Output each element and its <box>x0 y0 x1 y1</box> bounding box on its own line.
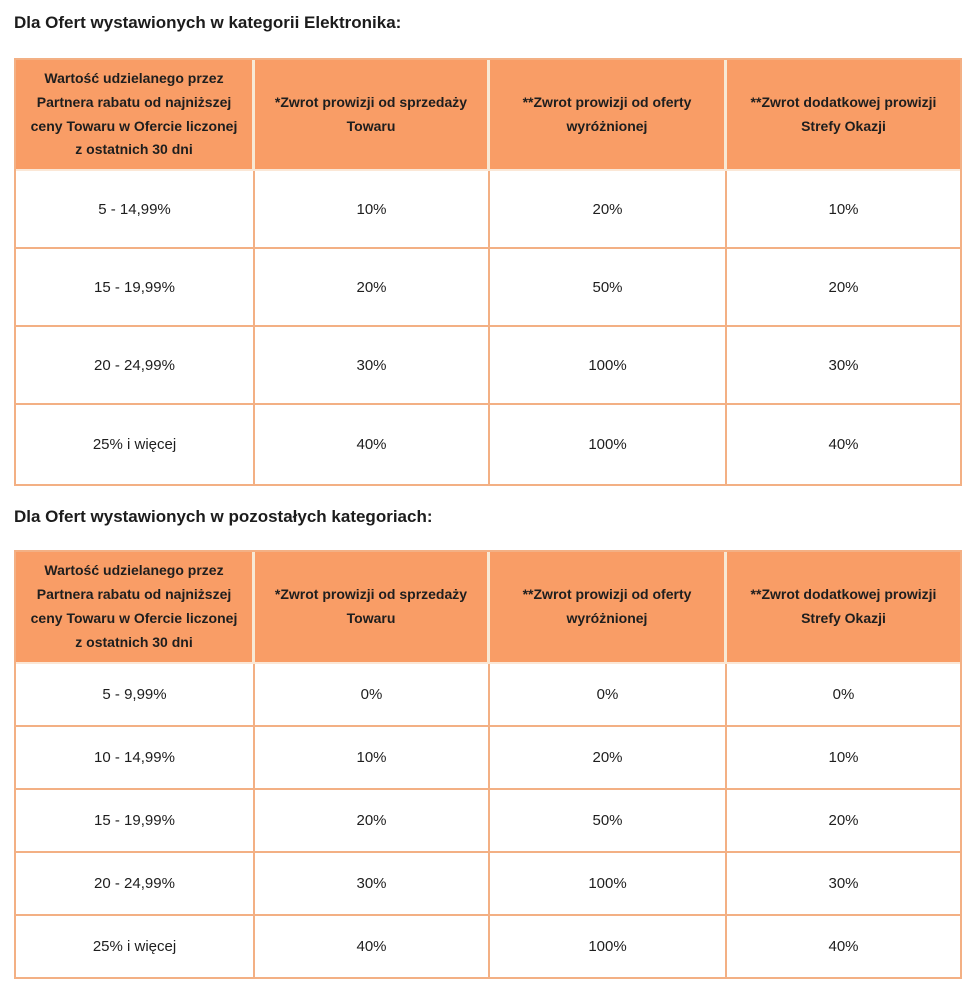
table-cell-rabat: 20 - 24,99% <box>16 327 255 405</box>
table-cell-zwrot-wyroznienie: 50% <box>490 790 727 853</box>
table-cell-zwrot-sprzedazy: 10% <box>255 171 490 249</box>
table-cell-zwrot-wyroznienie: 100% <box>490 853 727 916</box>
table-cell-rabat: 20 - 24,99% <box>16 853 255 916</box>
table-cell-zwrot-sprzedazy: 40% <box>255 916 490 977</box>
section-elektronika: Dla Ofert wystawionych w kategorii Elekt… <box>14 12 962 486</box>
table-cell-zwrot-strefa: 10% <box>727 727 960 790</box>
table-cell-rabat: 10 - 14,99% <box>16 727 255 790</box>
table-cell-zwrot-strefa: 30% <box>727 853 960 916</box>
table-cell-zwrot-wyroznienie: 100% <box>490 405 727 484</box>
table-cell-rabat: 15 - 19,99% <box>16 790 255 853</box>
commission-table-pozostale: Wartość udzielanego przez Partnera rabat… <box>14 550 962 979</box>
section-heading-pozostale: Dla Ofert wystawionych w pozostałych kat… <box>14 507 433 526</box>
column-header-zwrot-strefa-okazji: **Zwrot dodatkowej prowizji Strefy Okazj… <box>727 60 960 171</box>
table-cell-zwrot-sprzedazy: 10% <box>255 727 490 790</box>
table-cell-zwrot-sprzedazy: 20% <box>255 249 490 327</box>
table-cell-rabat: 15 - 19,99% <box>16 249 255 327</box>
table-cell-zwrot-strefa: 40% <box>727 916 960 977</box>
table-cell-zwrot-wyroznienie: 100% <box>490 327 727 405</box>
column-header-rabat: Wartość udzielanego przez Partnera rabat… <box>16 552 255 664</box>
table-cell-zwrot-wyroznienie: 50% <box>490 249 727 327</box>
column-header-zwrot-wyroznienie: **Zwrot prowizji od oferty wyróżnionej <box>490 552 727 664</box>
column-header-rabat: Wartość udzielanego przez Partnera rabat… <box>16 60 255 171</box>
table-cell-zwrot-strefa: 20% <box>727 249 960 327</box>
table-cell-zwrot-wyroznienie: 0% <box>490 664 727 727</box>
column-header-zwrot-wyroznienie: **Zwrot prowizji od oferty wyróżnionej <box>490 60 727 171</box>
table-cell-zwrot-strefa: 40% <box>727 405 960 484</box>
table-cell-zwrot-sprzedazy: 30% <box>255 327 490 405</box>
commission-table-elektronika: Wartość udzielanego przez Partnera rabat… <box>14 58 962 486</box>
section-pozostale-kategorie: Dla Ofert wystawionych w pozostałych kat… <box>14 506 962 979</box>
commission-rates-page: Dla Ofert wystawionych w kategorii Elekt… <box>14 12 962 979</box>
table-cell-rabat: 25% i więcej <box>16 405 255 484</box>
table-cell-rabat: 5 - 9,99% <box>16 664 255 727</box>
table-cell-zwrot-strefa: 30% <box>727 327 960 405</box>
table-cell-zwrot-strefa: 10% <box>727 171 960 249</box>
table-cell-rabat: 25% i więcej <box>16 916 255 977</box>
table-cell-zwrot-wyroznienie: 100% <box>490 916 727 977</box>
table-cell-zwrot-sprzedazy: 40% <box>255 405 490 484</box>
table-cell-zwrot-strefa: 0% <box>727 664 960 727</box>
section-heading-elektronika: Dla Ofert wystawionych w kategorii Elekt… <box>14 13 402 32</box>
table-cell-zwrot-sprzedazy: 20% <box>255 790 490 853</box>
table-cell-zwrot-sprzedazy: 30% <box>255 853 490 916</box>
table-cell-zwrot-sprzedazy: 0% <box>255 664 490 727</box>
table-cell-zwrot-strefa: 20% <box>727 790 960 853</box>
column-header-zwrot-strefa-okazji: **Zwrot dodatkowej prowizji Strefy Okazj… <box>727 552 960 664</box>
column-header-zwrot-sprzedazy: *Zwrot prowizji od sprzedaży Towaru <box>255 552 490 664</box>
table-cell-rabat: 5 - 14,99% <box>16 171 255 249</box>
table-cell-zwrot-wyroznienie: 20% <box>490 171 727 249</box>
column-header-zwrot-sprzedazy: *Zwrot prowizji od sprzedaży Towaru <box>255 60 490 171</box>
table-cell-zwrot-wyroznienie: 20% <box>490 727 727 790</box>
